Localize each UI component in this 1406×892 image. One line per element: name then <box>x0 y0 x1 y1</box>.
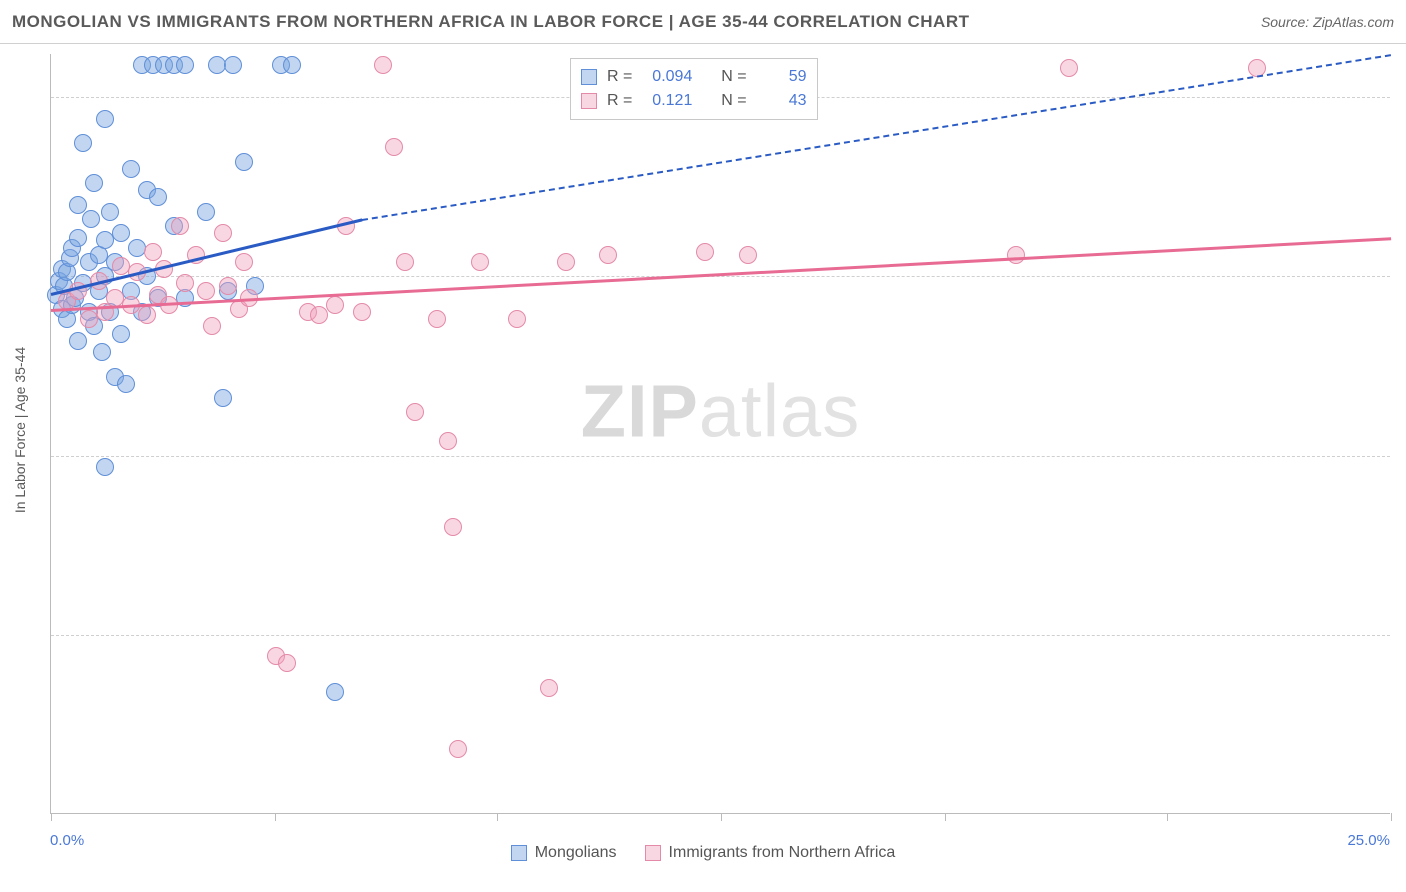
gridline <box>51 635 1390 636</box>
x-tick <box>1391 813 1392 821</box>
data-point-series-0 <box>101 203 119 221</box>
data-point-series-0 <box>326 683 344 701</box>
data-point-series-0 <box>96 458 114 476</box>
source-prefix: Source: <box>1261 14 1313 30</box>
data-point-series-1 <box>385 138 403 156</box>
data-point-series-1 <box>235 253 253 271</box>
plot-area: ZIPatlas 62.5%75.0%87.5%100.0% <box>50 54 1390 814</box>
legend-item-1: Immigrants from Northern Africa <box>645 844 896 862</box>
stats-row-series-0: R = 0.094 N = 59 <box>581 65 807 89</box>
chart-header: MONGOLIAN VS IMMIGRANTS FROM NORTHERN AF… <box>0 0 1406 44</box>
data-point-series-1 <box>278 654 296 672</box>
legend-label-1: Immigrants from Northern Africa <box>669 844 896 862</box>
data-point-series-1 <box>374 56 392 74</box>
data-point-series-0 <box>112 224 130 242</box>
n-value-0: 59 <box>757 65 807 89</box>
data-point-series-1 <box>1007 246 1025 264</box>
x-tick <box>721 813 722 821</box>
data-point-series-1 <box>171 217 189 235</box>
r-label: R = <box>607 89 632 113</box>
data-point-series-1 <box>1060 59 1078 77</box>
r-label: R = <box>607 65 632 89</box>
legend-item-0: Mongolians <box>511 844 617 862</box>
n-label: N = <box>721 65 746 89</box>
data-point-series-0 <box>69 229 87 247</box>
data-point-series-1 <box>203 317 221 335</box>
data-point-series-1 <box>214 224 232 242</box>
x-tick <box>51 813 52 821</box>
data-point-series-0 <box>69 332 87 350</box>
data-point-series-0 <box>214 389 232 407</box>
data-point-series-1 <box>197 282 215 300</box>
data-point-series-1 <box>599 246 617 264</box>
data-point-series-1 <box>176 274 194 292</box>
data-point-series-0 <box>74 134 92 152</box>
gridline <box>51 456 1390 457</box>
data-point-series-1 <box>326 296 344 314</box>
bottom-legend: Mongolians Immigrants from Northern Afri… <box>0 844 1406 862</box>
stats-row-series-1: R = 0.121 N = 43 <box>581 89 807 113</box>
legend-label-0: Mongolians <box>535 844 617 862</box>
x-tick <box>275 813 276 821</box>
data-point-series-1 <box>138 306 156 324</box>
data-point-series-1 <box>219 277 237 295</box>
data-point-series-1 <box>739 246 757 264</box>
n-value-1: 43 <box>757 89 807 113</box>
data-point-series-0 <box>96 110 114 128</box>
data-point-series-0 <box>69 196 87 214</box>
data-point-series-0 <box>235 153 253 171</box>
watermark-thin: atlas <box>699 369 860 452</box>
data-point-series-1 <box>353 303 371 321</box>
data-point-series-0 <box>85 174 103 192</box>
data-point-series-0 <box>224 56 242 74</box>
watermark: ZIPatlas <box>581 368 860 453</box>
data-point-series-0 <box>128 239 146 257</box>
y-axis-title: In Labor Force | Age 35-44 <box>12 347 28 513</box>
data-point-series-1 <box>396 253 414 271</box>
y-tick-label: 62.5% <box>1400 626 1406 643</box>
r-value-0: 0.094 <box>642 65 692 89</box>
watermark-bold: ZIP <box>581 369 699 452</box>
x-tick <box>945 813 946 821</box>
data-point-series-0 <box>82 210 100 228</box>
y-tick-label: 75.0% <box>1400 447 1406 464</box>
data-point-series-1 <box>540 679 558 697</box>
data-point-series-1 <box>310 306 328 324</box>
y-tick-label: 87.5% <box>1400 268 1406 285</box>
data-point-series-1 <box>471 253 489 271</box>
data-point-series-0 <box>197 203 215 221</box>
data-point-series-0 <box>112 325 130 343</box>
data-point-series-1 <box>449 740 467 758</box>
data-point-series-1 <box>444 518 462 536</box>
trend-line <box>51 238 1391 313</box>
stats-legend: R = 0.094 N = 59 R = 0.121 N = 43 <box>570 58 818 120</box>
x-tick <box>497 813 498 821</box>
swatch-series-1 <box>581 93 597 109</box>
swatch-series-0 <box>581 69 597 85</box>
data-point-series-0 <box>176 56 194 74</box>
n-label: N = <box>721 89 746 113</box>
swatch-series-1 <box>645 845 661 861</box>
data-point-series-1 <box>439 432 457 450</box>
data-point-series-1 <box>557 253 575 271</box>
y-tick-label: 100.0% <box>1400 89 1406 106</box>
r-value-1: 0.121 <box>642 89 692 113</box>
source-credit: Source: ZipAtlas.com <box>1261 14 1394 30</box>
chart-title: MONGOLIAN VS IMMIGRANTS FROM NORTHERN AF… <box>12 12 970 32</box>
source-name: ZipAtlas.com <box>1313 14 1394 30</box>
trend-line <box>362 54 1391 221</box>
data-point-series-1 <box>428 310 446 328</box>
data-point-series-0 <box>117 375 135 393</box>
data-point-series-1 <box>144 243 162 261</box>
data-point-series-0 <box>122 160 140 178</box>
data-point-series-0 <box>93 343 111 361</box>
data-point-series-1 <box>508 310 526 328</box>
swatch-series-0 <box>511 845 527 861</box>
data-point-series-0 <box>149 188 167 206</box>
data-point-series-1 <box>696 243 714 261</box>
data-point-series-0 <box>283 56 301 74</box>
x-tick <box>1167 813 1168 821</box>
data-point-series-1 <box>406 403 424 421</box>
